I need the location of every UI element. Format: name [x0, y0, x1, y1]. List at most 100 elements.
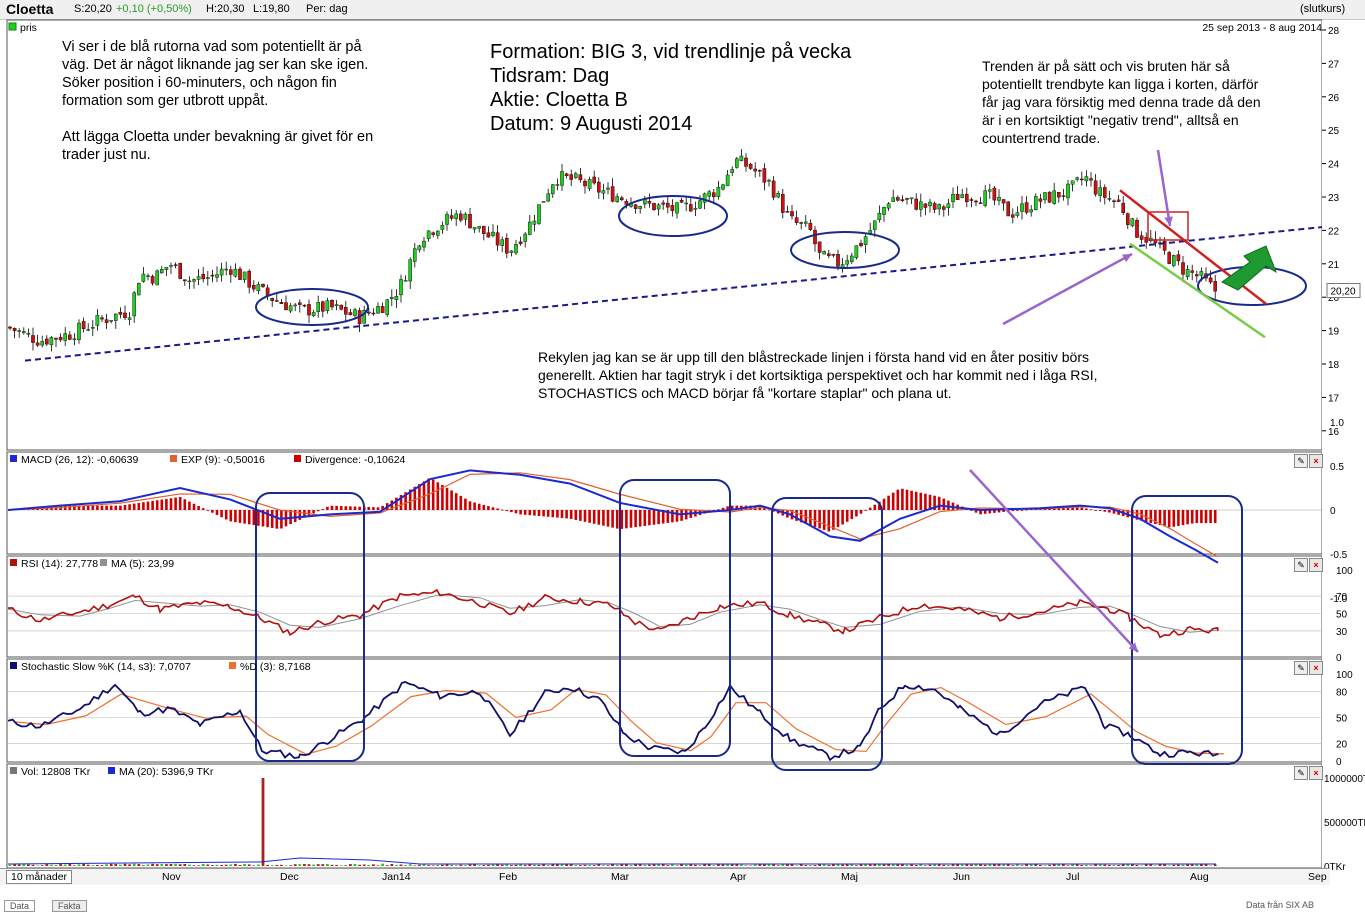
tab-fakta[interactable]: Fakta	[52, 900, 87, 912]
stoch-settings-icon[interactable]: ✎	[1294, 661, 1308, 675]
candle	[588, 179, 591, 188]
volume-bar	[55, 865, 58, 866]
volume-bar	[538, 865, 541, 866]
volume-bar	[611, 864, 614, 866]
candle	[625, 201, 628, 204]
rsi-close-icon[interactable]: ×	[1309, 558, 1323, 572]
candle	[482, 226, 485, 234]
volume-bar	[763, 864, 766, 866]
rsi-settings-icon[interactable]: ✎	[1294, 558, 1308, 572]
divergence-bar	[147, 502, 150, 510]
tab-data[interactable]: Data	[4, 900, 35, 912]
divergence-bar	[1076, 507, 1079, 510]
volume-bar	[400, 865, 403, 866]
volume-bar	[32, 865, 35, 866]
range-selector[interactable]: 10 månader	[6, 870, 72, 884]
candle	[501, 240, 504, 246]
divergence-bar	[1200, 510, 1203, 523]
candle	[547, 194, 550, 201]
volume-bar	[50, 865, 53, 866]
candle	[675, 203, 678, 213]
volume-bar	[915, 865, 918, 866]
month-label: Nov	[162, 871, 181, 883]
volume-bar	[1113, 865, 1116, 866]
divergence-bar	[855, 510, 858, 516]
volume-bar	[841, 865, 844, 866]
candle	[1066, 184, 1069, 198]
candle	[965, 194, 968, 202]
volume-bar	[381, 864, 384, 866]
candle	[487, 233, 490, 237]
volume-bar	[252, 865, 255, 866]
divergence-bar	[506, 510, 509, 511]
volume-bar	[225, 865, 228, 866]
divergence-bar	[529, 510, 532, 515]
stoch-k-legend-swatch	[10, 662, 17, 669]
candle	[169, 265, 172, 266]
month-label: Maj	[841, 871, 858, 883]
volume-bar	[464, 865, 467, 866]
divergence-bar	[225, 510, 228, 519]
volume-bar	[906, 865, 909, 866]
volume-bar	[795, 865, 798, 866]
candle	[951, 194, 954, 201]
candle	[928, 202, 931, 206]
volume-bar	[409, 864, 412, 866]
candle	[836, 254, 839, 266]
candle	[82, 321, 85, 328]
divergence-bar	[768, 510, 771, 511]
rsi-legend: RSI (14): 27,778	[21, 558, 98, 570]
candle	[505, 238, 508, 253]
volume-bar	[515, 865, 518, 866]
volume-bar	[427, 865, 430, 866]
divergence-bar	[1150, 510, 1153, 523]
divergence-bar	[1090, 509, 1093, 510]
volume-bar	[248, 864, 251, 866]
vol-settings-icon[interactable]: ✎	[1294, 766, 1308, 780]
candle	[1020, 204, 1023, 212]
candle	[726, 175, 729, 186]
stoch-panel-frame	[7, 659, 1322, 762]
vol-close-icon[interactable]: ×	[1309, 766, 1323, 780]
macd-settings-icon[interactable]: ✎	[1294, 454, 1308, 468]
candle	[689, 204, 692, 211]
candle	[54, 338, 57, 339]
stoch-tick-label: 20	[1336, 740, 1348, 751]
stoch-d-legend-swatch	[229, 662, 236, 669]
volume-bar	[1154, 865, 1157, 866]
exp-legend-swatch	[170, 455, 177, 462]
divergence-bar	[920, 493, 923, 510]
candle	[1089, 179, 1092, 181]
candle	[510, 251, 513, 253]
stoch-close-icon[interactable]: ×	[1309, 661, 1323, 675]
candle	[137, 283, 140, 295]
candle	[620, 198, 623, 200]
volume-bar	[542, 864, 545, 866]
volume-bar	[630, 865, 633, 866]
volume-bar	[827, 865, 830, 866]
candle	[321, 302, 324, 312]
volume-bar	[160, 864, 163, 866]
volume-bar	[901, 864, 904, 866]
candle	[326, 301, 329, 311]
divergence-bar	[611, 510, 614, 528]
macd-close-icon[interactable]: ×	[1309, 454, 1323, 468]
candle	[1053, 191, 1056, 204]
volume-bar	[404, 865, 407, 866]
divergence-bar	[345, 506, 348, 510]
candle	[238, 269, 241, 280]
candle	[910, 198, 913, 199]
candle	[128, 318, 131, 320]
volume-bar	[326, 864, 329, 866]
rsi-tick-label: 50	[1336, 610, 1348, 621]
divergence-bar	[340, 506, 343, 510]
volume-bar	[993, 864, 996, 866]
candle	[583, 181, 586, 186]
divergence-bar	[478, 504, 481, 510]
divergence-bar	[207, 510, 210, 511]
volume-bar	[740, 865, 743, 866]
volume-bar	[768, 864, 771, 866]
volume-bar	[308, 864, 311, 866]
candle	[73, 339, 76, 340]
volume-bar	[298, 864, 301, 866]
